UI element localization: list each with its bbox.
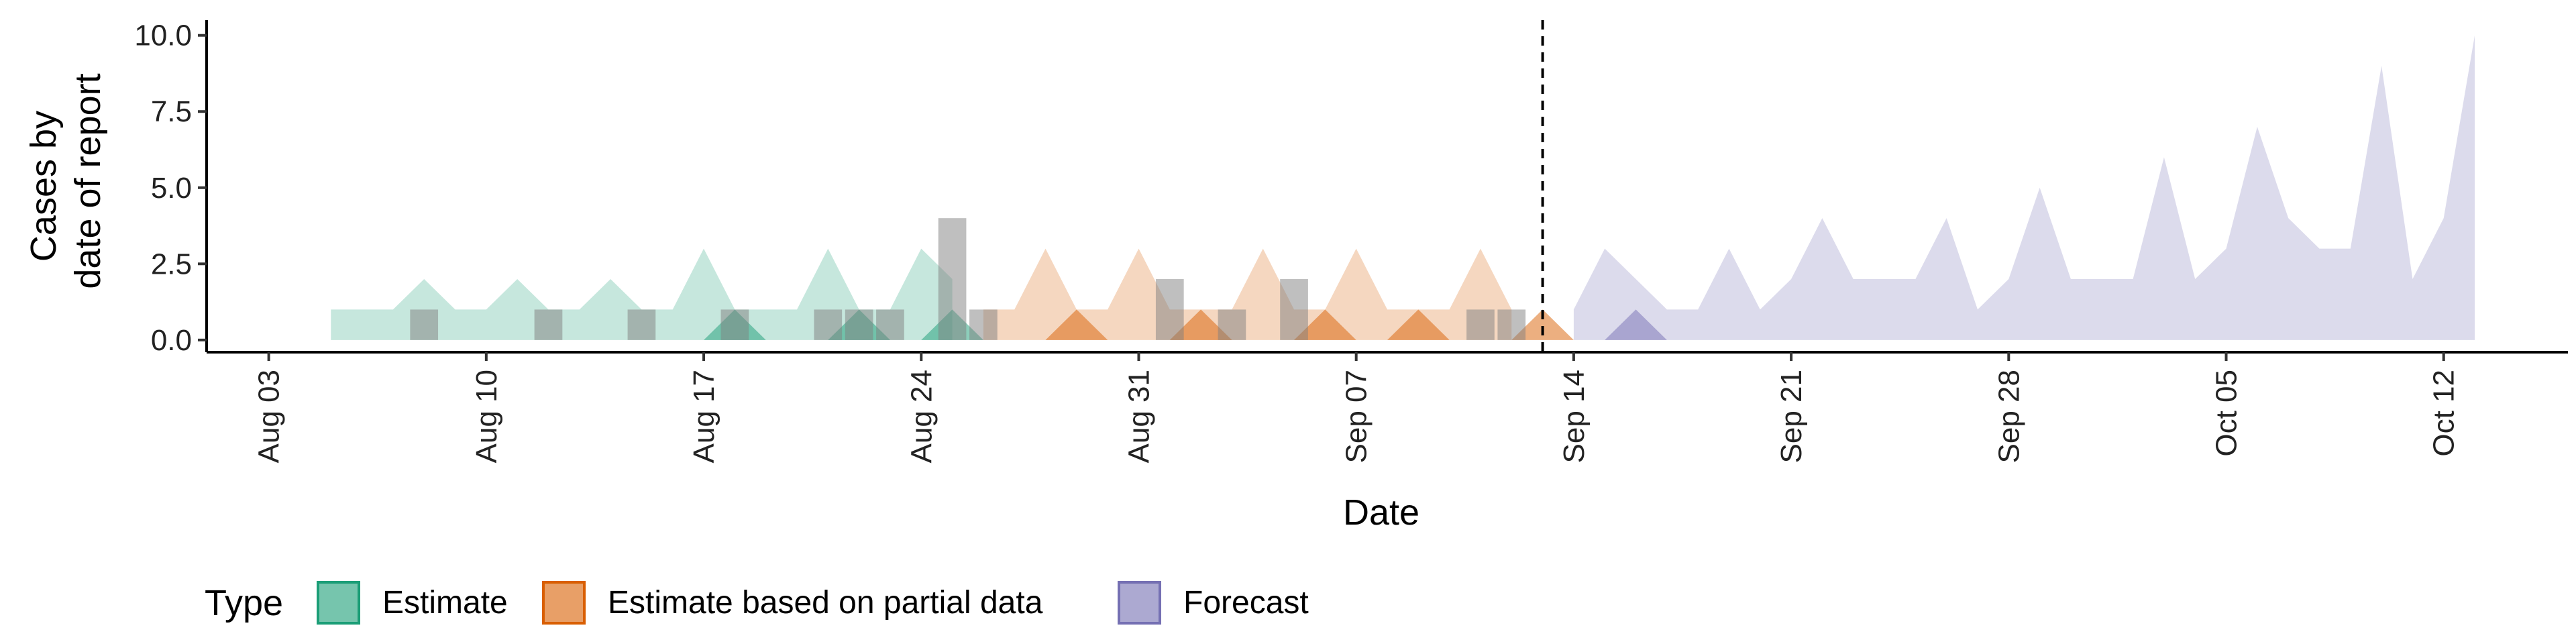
x-tick-label: Sep 07: [1340, 370, 1373, 463]
observed-bar: [1466, 309, 1495, 340]
legend-key-forecast: [1118, 581, 1161, 625]
observed-bar: [410, 309, 439, 340]
plot-area: [331, 20, 2475, 352]
forecast-inner-interval: [1573, 309, 1667, 340]
x-tick-label: Sep 14: [1558, 370, 1591, 463]
observed-bar: [969, 309, 998, 340]
y-tick-label: 5.0: [151, 172, 192, 205]
legend-title: Type: [205, 583, 283, 623]
observed-bar: [938, 218, 967, 340]
observed-bar: [814, 309, 843, 340]
x-tick-label: Sep 28: [1992, 370, 2025, 463]
observed-bar: [1497, 309, 1526, 340]
legend-label-partial: Estimate based on partial data: [608, 585, 1043, 621]
x-tick-label: Oct 05: [2210, 370, 2243, 457]
y-axis-title: Cases by date of report: [23, 73, 108, 288]
observed-bar: [845, 309, 873, 340]
observed-bar: [720, 309, 749, 340]
x-tick-label: Aug 24: [905, 370, 938, 463]
x-tick-label: Sep 21: [1775, 370, 1808, 463]
observed-bar: [1218, 309, 1246, 340]
partial-outer-interval: [983, 248, 1512, 340]
y-tick-label: 7.5: [151, 95, 192, 128]
y-axis-title-line-2: date of report: [68, 73, 108, 288]
y-tick-label: 0.0: [151, 324, 192, 357]
x-tick-label: Aug 17: [688, 370, 720, 463]
legend-key-partial: [542, 581, 586, 625]
y-axis-title-line-1: Cases by: [23, 111, 64, 262]
estimate-outer-interval: [331, 248, 953, 340]
observed-bar: [534, 309, 563, 340]
y-tick-label: 2.5: [151, 248, 192, 280]
legend: Type Estimate Estimate based on partial d…: [205, 581, 1309, 625]
x-tick-label: Aug 10: [470, 370, 503, 463]
x-axis-title: Date: [1343, 492, 1419, 533]
x-tick-label: Aug 31: [1122, 370, 1155, 463]
x-tick-label: Aug 03: [253, 370, 286, 463]
partial-inner-interval: [983, 309, 1574, 340]
observed-bar: [627, 309, 656, 340]
axes: 0.0 2.5 5.0 7.5 10.0 Aug 03 Aug 10 Aug 17 Aug 24…: [134, 19, 2568, 463]
legend-key-estimate: [317, 581, 360, 625]
observed-bar: [1155, 279, 1184, 340]
forecast-outer-interval: [1573, 35, 2475, 340]
y-tick-label: 10.0: [134, 19, 192, 52]
legend-label-estimate: Estimate: [382, 585, 508, 621]
observed-bar: [876, 309, 904, 340]
observed-bar: [1280, 279, 1308, 340]
legend-label-forecast: Forecast: [1183, 585, 1309, 621]
x-tick-label: Oct 12: [2428, 370, 2461, 457]
